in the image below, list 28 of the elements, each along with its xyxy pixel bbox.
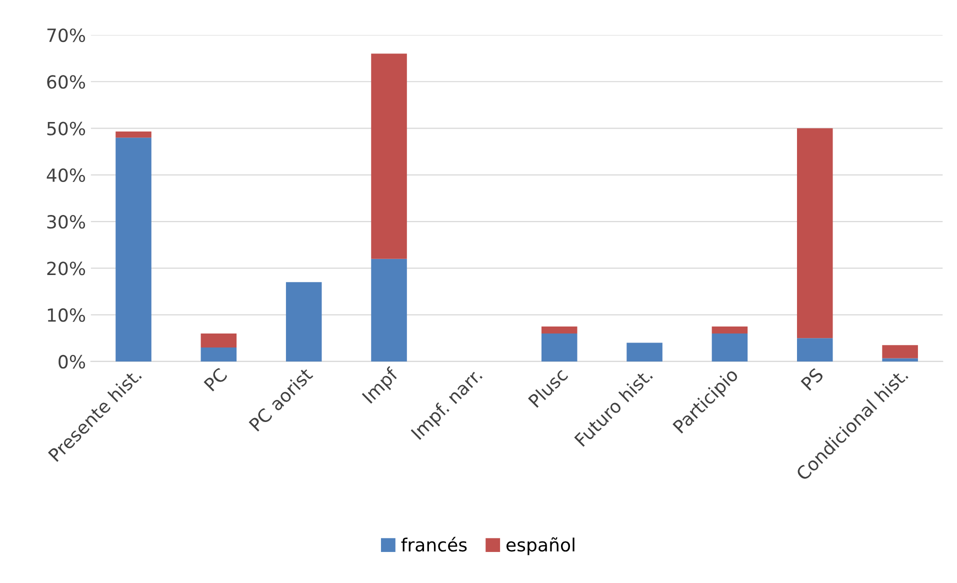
bar bbox=[626, 342, 662, 362]
y-tick-label: 60% bbox=[47, 75, 86, 89]
bar bbox=[712, 333, 748, 362]
legend-label: español bbox=[506, 537, 574, 556]
bar bbox=[286, 282, 322, 362]
bar bbox=[116, 132, 152, 138]
bar bbox=[882, 358, 918, 362]
y-tick-label: 50% bbox=[47, 122, 86, 136]
legend-label: francés bbox=[401, 536, 467, 552]
bar bbox=[116, 138, 152, 362]
bar bbox=[200, 333, 237, 348]
y-tick-label: 40% bbox=[46, 168, 86, 182]
bar bbox=[712, 326, 748, 334]
bar bbox=[541, 326, 578, 334]
bar bbox=[371, 258, 407, 362]
bar bbox=[371, 54, 407, 259]
y-tick-label: 30% bbox=[47, 215, 86, 229]
y-tick-label: 0% bbox=[58, 354, 86, 369]
bar bbox=[200, 347, 237, 362]
bar bbox=[797, 128, 833, 338]
bar bbox=[882, 345, 918, 358]
y-tick-label: 10% bbox=[48, 308, 86, 322]
x-tick-label: PC bbox=[204, 367, 228, 392]
bar bbox=[797, 338, 833, 362]
bar bbox=[541, 333, 578, 362]
y-tick-label: 20% bbox=[47, 262, 86, 276]
x-tick-label: PS bbox=[800, 367, 824, 391]
y-tick-label: 70% bbox=[47, 28, 86, 42]
